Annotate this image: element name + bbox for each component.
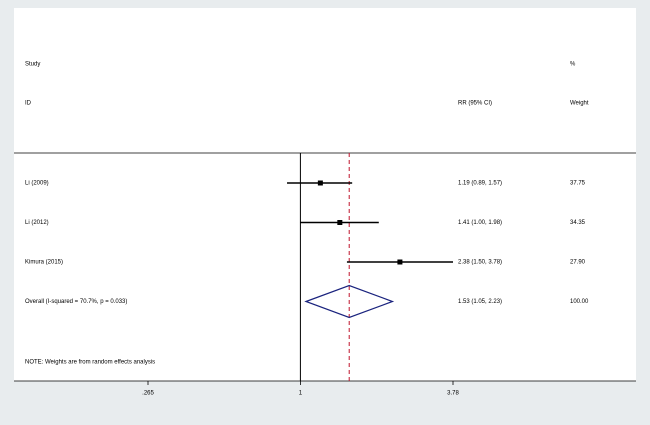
x-tick-label: 1 [299, 391, 303, 397]
plot-panel [14, 8, 636, 381]
study-name: Kimura (2015) [25, 260, 63, 266]
header-pct: % [570, 62, 576, 68]
study-ci-label: 1.41 (1.00, 1.98) [458, 220, 502, 226]
study-ci-label: 2.38 (1.50, 3.78) [458, 260, 502, 266]
overall-diamond [304, 284, 395, 319]
overall-name: Overall (I-squared = 70.7%, p = 0.033) [25, 299, 127, 305]
study-name: Li (2009) [25, 181, 49, 187]
overall-ci-label: 1.53 (1.05, 2.23) [458, 299, 502, 305]
header-weight: Weight [570, 101, 589, 107]
x-tick-label: 3.78 [447, 391, 459, 397]
study-weight: 27.90 [570, 260, 586, 266]
point-estimate [317, 180, 323, 186]
note: NOTE: Weights are from random effects an… [25, 360, 155, 366]
overall-weight: 100.00 [570, 299, 589, 305]
header-id: ID [25, 101, 32, 107]
header-study: Study [25, 62, 40, 68]
header-effect: RR (95% CI) [458, 101, 492, 107]
point-estimate [397, 259, 403, 265]
study-name: Li (2012) [25, 220, 49, 226]
point-estimate [337, 220, 343, 225]
study-weight: 34.35 [570, 220, 586, 226]
study-ci-label: 1.19 (0.89, 1.57) [458, 181, 502, 187]
x-tick-label: .265 [142, 391, 154, 397]
study-weight: 37.75 [570, 181, 586, 187]
